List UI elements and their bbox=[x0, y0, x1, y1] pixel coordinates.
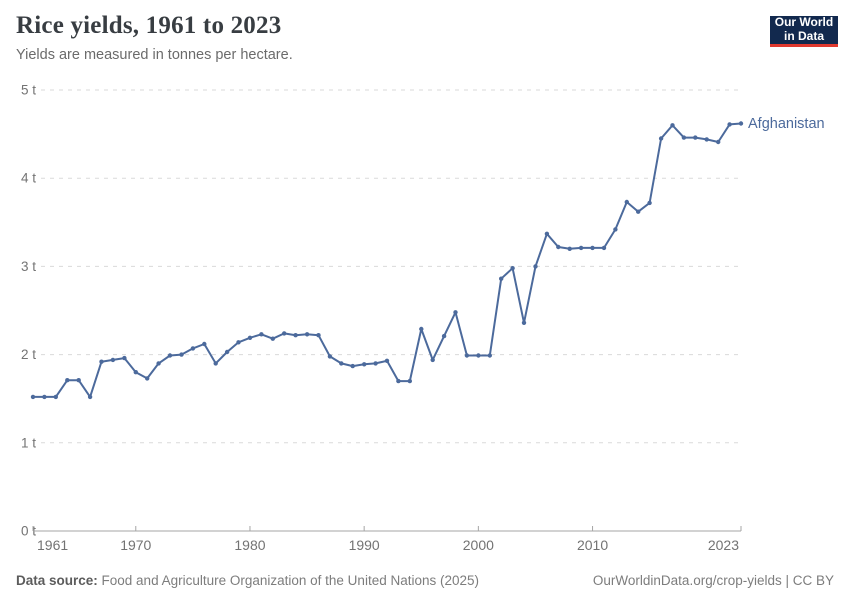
data-point[interactable] bbox=[236, 340, 241, 345]
x-tick-label: 1970 bbox=[120, 537, 151, 553]
data-point[interactable] bbox=[145, 376, 150, 381]
data-point[interactable] bbox=[247, 335, 253, 340]
data-point[interactable] bbox=[167, 353, 173, 358]
data-point[interactable] bbox=[42, 394, 47, 400]
y-tick-label: 2 t bbox=[21, 347, 36, 362]
data-point[interactable] bbox=[533, 264, 538, 269]
data-source: Data source: Food and Agriculture Organi… bbox=[16, 573, 479, 588]
data-point[interactable] bbox=[30, 394, 36, 400]
data-point[interactable] bbox=[681, 135, 687, 140]
data-point[interactable] bbox=[133, 370, 138, 375]
data-point[interactable] bbox=[727, 122, 732, 127]
data-point[interactable] bbox=[65, 378, 70, 383]
data-point[interactable] bbox=[339, 361, 344, 366]
data-point[interactable] bbox=[556, 244, 561, 250]
data-point[interactable] bbox=[179, 352, 184, 357]
data-point[interactable] bbox=[521, 320, 527, 325]
data-point[interactable] bbox=[304, 332, 310, 337]
series-label[interactable]: Afghanistan bbox=[748, 116, 825, 132]
data-point[interactable] bbox=[601, 245, 607, 251]
x-tick-label: 2010 bbox=[577, 537, 608, 553]
data-point[interactable] bbox=[190, 346, 196, 351]
data-point[interactable] bbox=[384, 358, 390, 363]
y-tick-label: 0 t bbox=[21, 524, 36, 539]
chart-subtitle: Yields are measured in tonnes per hectar… bbox=[16, 47, 293, 63]
data-point[interactable] bbox=[350, 363, 355, 369]
data-point[interactable] bbox=[316, 333, 321, 338]
data-point[interactable] bbox=[407, 378, 412, 384]
data-point[interactable] bbox=[327, 354, 333, 359]
data-point[interactable] bbox=[87, 394, 93, 400]
data-point[interactable] bbox=[738, 121, 744, 126]
data-point[interactable] bbox=[704, 137, 709, 142]
x-tick-label: 1961 bbox=[37, 537, 68, 553]
data-point[interactable] bbox=[658, 136, 664, 141]
data-point[interactable] bbox=[578, 245, 584, 251]
data-point[interactable] bbox=[453, 310, 458, 315]
data-source-label: Data source: bbox=[16, 573, 98, 588]
data-point[interactable] bbox=[396, 378, 401, 384]
logo-text-line2: in Data bbox=[783, 29, 824, 43]
chart-footer: Data source: Food and Agriculture Organi… bbox=[16, 573, 834, 588]
y-tick-label: 5 t bbox=[21, 83, 36, 98]
x-tick-label: 1990 bbox=[349, 537, 380, 553]
data-point[interactable] bbox=[259, 332, 264, 337]
data-point[interactable] bbox=[670, 123, 675, 128]
data-point[interactable] bbox=[99, 359, 104, 364]
owid-logo[interactable]: Our World in Data bbox=[770, 15, 838, 47]
data-point[interactable] bbox=[544, 231, 550, 236]
data-point[interactable] bbox=[224, 349, 230, 355]
data-point[interactable] bbox=[510, 266, 515, 271]
chart-line-afghanistan[interactable] bbox=[32, 122, 742, 398]
data-point[interactable] bbox=[373, 361, 378, 366]
data-point[interactable] bbox=[636, 209, 641, 214]
logo-text-line1: Our World bbox=[774, 15, 834, 30]
data-point[interactable] bbox=[590, 245, 595, 251]
data-point[interactable] bbox=[202, 341, 207, 347]
data-point[interactable] bbox=[441, 333, 447, 339]
data-point[interactable] bbox=[122, 355, 127, 361]
chart-header: Rice yields, 1961 to 2023 Yields are mea… bbox=[16, 12, 293, 63]
y-tick-label: 3 t bbox=[21, 259, 36, 274]
page-title: Rice yields, 1961 to 2023 bbox=[16, 12, 282, 39]
data-point[interactable] bbox=[487, 353, 492, 358]
data-point[interactable] bbox=[693, 135, 698, 140]
x-tick-label: 2023 bbox=[708, 537, 739, 553]
data-point[interactable] bbox=[613, 227, 618, 232]
data-point[interactable] bbox=[362, 362, 367, 367]
data-point[interactable] bbox=[419, 326, 424, 332]
data-point[interactable] bbox=[430, 357, 435, 363]
data-point[interactable] bbox=[716, 139, 721, 145]
data-point[interactable] bbox=[270, 336, 275, 341]
data-point[interactable] bbox=[499, 276, 504, 281]
data-point[interactable] bbox=[53, 394, 58, 400]
data-point[interactable] bbox=[156, 361, 161, 366]
data-point[interactable] bbox=[76, 378, 81, 383]
data-point[interactable] bbox=[647, 200, 652, 206]
data-point[interactable] bbox=[624, 199, 629, 205]
data-point[interactable] bbox=[110, 357, 116, 363]
data-point[interactable] bbox=[476, 353, 481, 358]
data-point[interactable] bbox=[293, 333, 298, 338]
x-tick-label: 2000 bbox=[463, 537, 494, 553]
y-tick-label: 1 t bbox=[21, 435, 36, 450]
data-source-text: Food and Agriculture Organization of the… bbox=[97, 573, 480, 588]
data-point[interactable] bbox=[567, 246, 572, 251]
credit-link[interactable]: OurWorldinData.org/crop-yields | CC BY bbox=[592, 573, 834, 588]
data-point[interactable] bbox=[464, 353, 470, 358]
data-point[interactable] bbox=[282, 331, 287, 336]
data-point[interactable] bbox=[213, 361, 218, 366]
x-tick-label: 1980 bbox=[234, 537, 265, 553]
y-tick-label: 4 t bbox=[21, 171, 36, 186]
